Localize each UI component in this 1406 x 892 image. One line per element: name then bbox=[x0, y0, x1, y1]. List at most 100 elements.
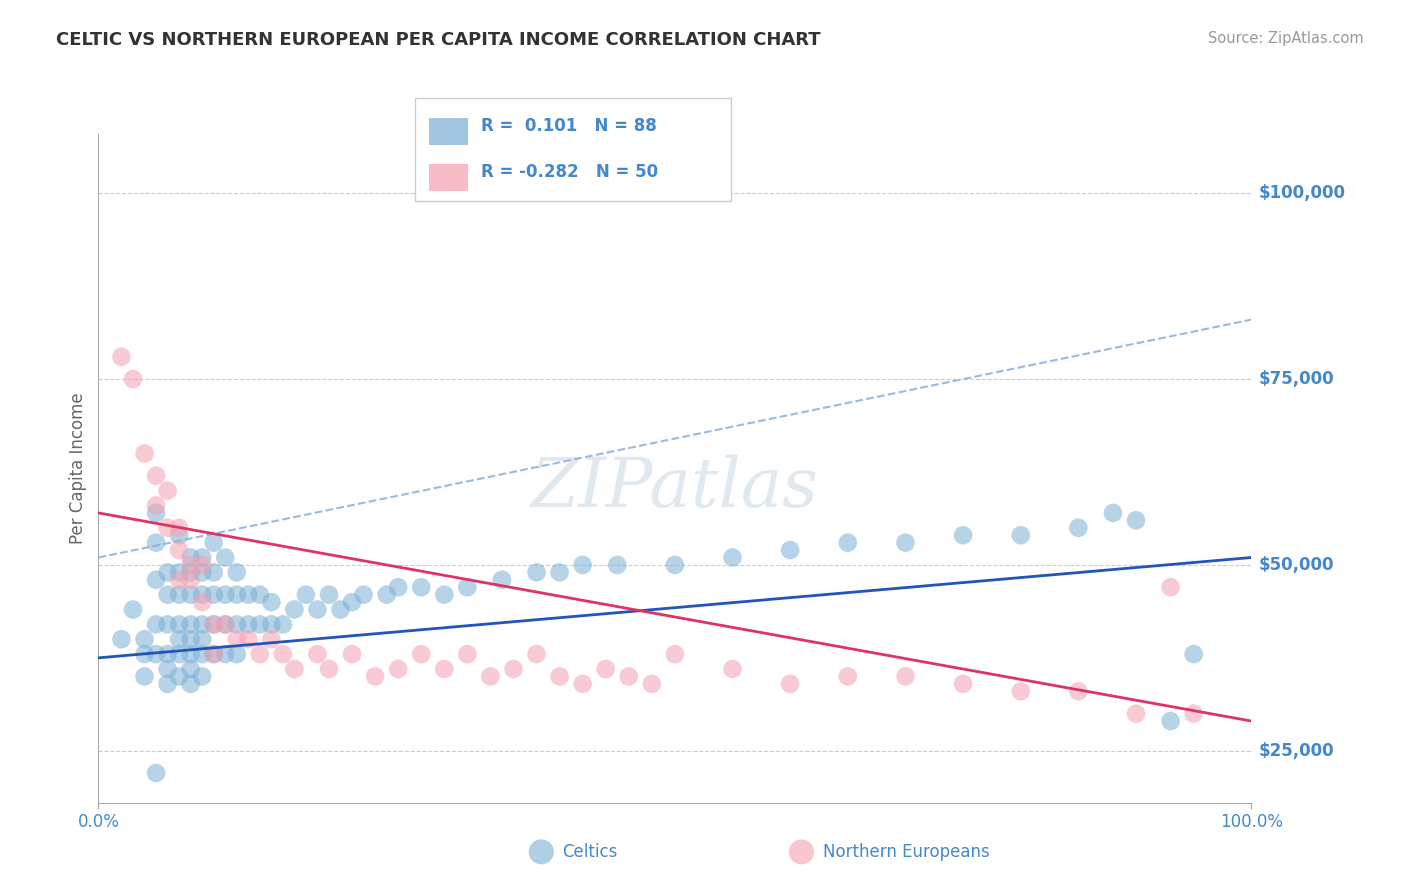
Text: $75,000: $75,000 bbox=[1258, 370, 1334, 388]
Point bbox=[191, 595, 214, 609]
Point bbox=[134, 647, 156, 661]
Point bbox=[180, 662, 202, 676]
Point bbox=[122, 372, 145, 386]
Point bbox=[571, 558, 593, 572]
Point bbox=[167, 617, 190, 632]
Point bbox=[1125, 513, 1147, 527]
Point bbox=[167, 521, 190, 535]
Point bbox=[329, 602, 352, 616]
Point bbox=[1067, 521, 1090, 535]
Point bbox=[145, 766, 167, 780]
Point bbox=[225, 588, 247, 602]
Point bbox=[145, 468, 167, 483]
Point bbox=[180, 647, 202, 661]
Text: Celtics: Celtics bbox=[562, 843, 617, 861]
Text: R =  0.101   N = 88: R = 0.101 N = 88 bbox=[481, 117, 657, 136]
Point bbox=[595, 662, 617, 676]
Point bbox=[721, 662, 744, 676]
Point bbox=[191, 588, 214, 602]
Point bbox=[548, 566, 571, 580]
Point bbox=[202, 588, 225, 602]
Point bbox=[214, 588, 236, 602]
Point bbox=[214, 617, 236, 632]
Point bbox=[156, 662, 179, 676]
Point bbox=[167, 573, 190, 587]
Point bbox=[225, 632, 247, 647]
Point bbox=[180, 632, 202, 647]
Point bbox=[156, 677, 179, 691]
Text: $50,000: $50,000 bbox=[1258, 556, 1334, 574]
Point bbox=[283, 662, 305, 676]
Point bbox=[387, 580, 409, 594]
Point bbox=[167, 566, 190, 580]
Point bbox=[433, 588, 456, 602]
Text: Source: ZipAtlas.com: Source: ZipAtlas.com bbox=[1208, 31, 1364, 46]
Point bbox=[456, 580, 478, 594]
Point bbox=[156, 647, 179, 661]
Point bbox=[191, 566, 214, 580]
Point bbox=[617, 669, 640, 683]
Point bbox=[271, 617, 294, 632]
Point bbox=[167, 528, 190, 542]
Point bbox=[411, 647, 433, 661]
Point bbox=[1182, 706, 1205, 721]
Point bbox=[375, 588, 398, 602]
Point bbox=[952, 677, 974, 691]
Point bbox=[156, 588, 179, 602]
Point bbox=[156, 483, 179, 498]
Point bbox=[364, 669, 387, 683]
Point bbox=[134, 632, 156, 647]
Point bbox=[260, 632, 283, 647]
Point bbox=[779, 543, 801, 558]
Point bbox=[1010, 684, 1032, 698]
Point bbox=[837, 669, 859, 683]
Point bbox=[433, 662, 456, 676]
Point bbox=[387, 662, 409, 676]
Point bbox=[260, 617, 283, 632]
Point bbox=[122, 602, 145, 616]
Point bbox=[156, 521, 179, 535]
Point bbox=[180, 558, 202, 572]
Point bbox=[145, 499, 167, 513]
Point bbox=[225, 617, 247, 632]
Point bbox=[837, 535, 859, 549]
Text: Northern Europeans: Northern Europeans bbox=[823, 843, 990, 861]
Point bbox=[180, 566, 202, 580]
Point bbox=[202, 647, 225, 661]
Point bbox=[145, 506, 167, 520]
Point bbox=[225, 647, 247, 661]
Point bbox=[180, 617, 202, 632]
Point bbox=[238, 617, 260, 632]
Point bbox=[491, 573, 513, 587]
Point bbox=[214, 617, 236, 632]
Point bbox=[1102, 506, 1125, 520]
Point bbox=[249, 617, 271, 632]
Point bbox=[156, 566, 179, 580]
Point bbox=[1160, 714, 1182, 728]
Point bbox=[1125, 706, 1147, 721]
Point bbox=[110, 632, 132, 647]
Point bbox=[167, 669, 190, 683]
Point bbox=[779, 677, 801, 691]
Point bbox=[145, 617, 167, 632]
Point bbox=[1160, 580, 1182, 594]
Point bbox=[283, 602, 305, 616]
Point bbox=[191, 632, 214, 647]
Y-axis label: Per Capita Income: Per Capita Income bbox=[69, 392, 87, 544]
Point bbox=[145, 535, 167, 549]
Point bbox=[548, 669, 571, 683]
Point bbox=[238, 588, 260, 602]
Point bbox=[526, 566, 548, 580]
Point bbox=[167, 632, 190, 647]
Point bbox=[479, 669, 502, 683]
Point bbox=[214, 647, 236, 661]
Point bbox=[526, 647, 548, 661]
Point bbox=[202, 617, 225, 632]
Point bbox=[191, 669, 214, 683]
Point bbox=[318, 588, 340, 602]
Point bbox=[238, 632, 260, 647]
Point bbox=[225, 566, 247, 580]
Point bbox=[340, 595, 363, 609]
Point bbox=[134, 669, 156, 683]
Point bbox=[318, 662, 340, 676]
